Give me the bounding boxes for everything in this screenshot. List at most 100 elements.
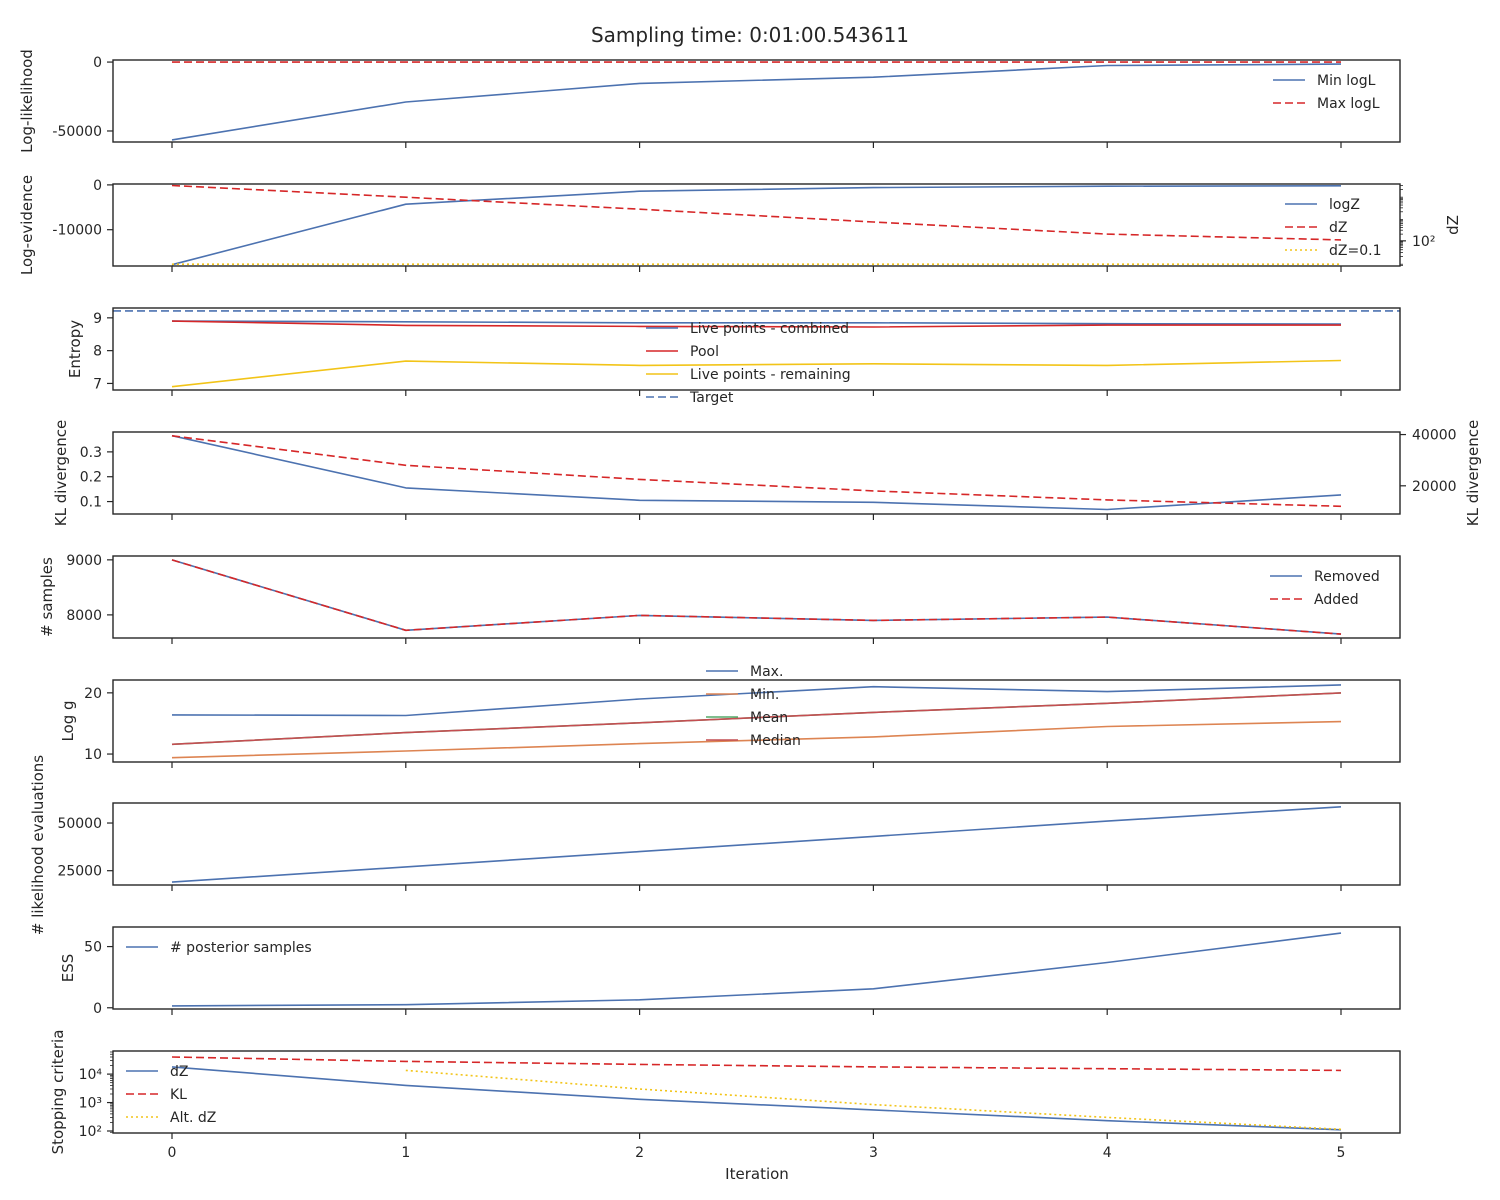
legend-entropy: Live points - combined Pool Live points - … — [646, 321, 851, 406]
legend-entry: Removed — [1314, 569, 1380, 585]
legend-entry: Min logL — [1317, 73, 1376, 89]
legend-entry: Alt. dZ — [170, 1110, 216, 1126]
y-tick-label: 50000 — [57, 816, 102, 832]
x-tick-label: 2 — [635, 1145, 644, 1161]
legend-entry: Pool — [690, 344, 719, 360]
legend-entry: Target — [689, 390, 734, 406]
y-axis-label: # samples — [38, 557, 56, 637]
y-tick-label: 0.1 — [80, 495, 102, 511]
x-tick-label: 5 — [1337, 1145, 1346, 1161]
panel-frame — [112, 431, 1401, 515]
series-line-kl-1 — [171, 435, 1342, 508]
panel-frame — [112, 679, 1401, 763]
y-tick-label: 0.2 — [80, 470, 102, 486]
y-tick-label: 8 — [93, 344, 102, 360]
y-tick-label: 10 — [84, 747, 102, 763]
series-group — [171, 61, 1342, 141]
series-line-median — [171, 692, 1342, 746]
legend-entry: Mean — [750, 710, 788, 726]
legend-entry: dZ — [1329, 220, 1347, 236]
legend-entry: Live points - remaining — [690, 367, 851, 383]
panel-samples: 9000 8000 Removed Added # samples — [38, 553, 1401, 644]
series-line-dz — [171, 1066, 1342, 1131]
series-line-added — [171, 559, 1342, 635]
legend-entry: logZ — [1329, 197, 1360, 213]
x-tick-label: 3 — [869, 1145, 878, 1161]
legend-stopping: dZ KL Alt. dZ — [126, 1064, 216, 1126]
series-line-alt-dz — [405, 1069, 1342, 1131]
panel-ess: 50 0 # posterior samples ESS # likelihood ev… — [29, 755, 1401, 1017]
legend-logevidence: logZ dZ dZ=0.1 — [1285, 197, 1381, 259]
y-axis-label: Stopping criteria — [49, 1030, 67, 1155]
y-tick-label: 50 — [84, 940, 102, 956]
series-group — [171, 434, 1342, 511]
y-tick-label: 0.3 — [80, 445, 102, 461]
y-tick-label: 8000 — [66, 608, 102, 624]
series-line-max- — [171, 684, 1342, 717]
y-right-tick-label: 20000 — [1412, 479, 1457, 495]
legend-entry: Min. — [750, 687, 779, 703]
series-line-live-points-remaining — [171, 359, 1342, 388]
y-axis-label: Entropy — [66, 320, 84, 378]
panel-frame — [112, 555, 1401, 639]
panel-frame — [112, 183, 1401, 267]
series-line-min- — [171, 720, 1342, 759]
series-group — [171, 184, 1342, 266]
y-tick-label: 10³ — [79, 1096, 102, 1112]
y-tick-label: 7 — [93, 376, 102, 392]
y-tick-label: 9 — [93, 311, 102, 327]
panel-kl: 0.3 0.2 0.1 40000 20000 KL divergence KL diver… — [52, 420, 1482, 526]
y-tick-label: 0 — [93, 1001, 102, 1017]
panel-stopping: 10⁴ 10³ 10² dZ KL Alt. dZ Stopping criteria 0 1 2… — [49, 1030, 1401, 1161]
series-group — [113, 310, 1400, 388]
panel-frame — [112, 59, 1401, 143]
panel-loglikelihood: 0 -50000 Min logL Max logL Log-likelihood — [18, 49, 1401, 153]
legend-entry: Max. — [750, 664, 783, 680]
series-line-logz — [171, 185, 1342, 266]
x-tick-label: 4 — [1103, 1145, 1112, 1161]
y-tick-label: 25000 — [57, 864, 102, 880]
panels: 0 -50000 Min logL Max logL Log-likelihood 0 -1… — [18, 49, 1482, 1161]
y-right-axis-label: dZ — [1444, 215, 1462, 235]
legend-entry: Added — [1314, 592, 1359, 608]
legend-entry: Live points - combined — [690, 321, 849, 337]
series-line-pool — [171, 320, 1341, 328]
y-tick-label: 9000 — [66, 553, 102, 569]
series-group — [171, 806, 1342, 883]
series-group — [171, 684, 1342, 759]
y-tick-label: -10000 — [52, 223, 102, 239]
series-line-kl — [171, 1056, 1342, 1072]
y-right-tick-label: 40000 — [1412, 428, 1457, 444]
panel-likelihood_evals: 50000 25000 — [57, 802, 1401, 891]
legend-ess: # posterior samples — [126, 940, 312, 956]
figure-title: Sampling time: 0:01:00.543611 — [591, 23, 909, 47]
y-tick-label: 10⁴ — [79, 1067, 103, 1083]
panel-frame — [112, 1050, 1401, 1134]
y-right-axis-label: KL divergence — [1464, 420, 1482, 526]
legend-entry: # posterior samples — [170, 940, 312, 956]
x-tick-label: 0 — [168, 1145, 177, 1161]
panel-frame — [112, 307, 1401, 391]
panel-logevidence: 0 -10000 10² logZ dZ dZ=0.1 Log-evidence dZ — [18, 175, 1462, 275]
series-line-min-logl — [171, 63, 1342, 141]
legend-entry: Max logL — [1317, 96, 1380, 112]
shared-y-axis-label: # likelihood evaluations — [29, 755, 47, 935]
y-tick-label: 20 — [84, 686, 102, 702]
legend-logg: Max. Min. Mean Median — [706, 664, 801, 749]
y-axis-label: KL divergence — [52, 420, 70, 526]
series-group — [171, 559, 1342, 635]
series-group — [171, 1056, 1342, 1131]
y-right-tick-label: 10² — [1412, 234, 1435, 250]
y-tick-label: 10² — [79, 1124, 102, 1140]
legend-entry: KL — [170, 1087, 187, 1103]
legend-entry: dZ=0.1 — [1329, 243, 1381, 259]
series-line-kl-0 — [171, 434, 1342, 511]
panel-frame — [112, 926, 1401, 1010]
series-group — [171, 932, 1342, 1007]
y-tick-label: -50000 — [52, 124, 102, 140]
legend-samples: Removed Added — [1270, 569, 1380, 608]
legend-entry: Median — [750, 733, 801, 749]
